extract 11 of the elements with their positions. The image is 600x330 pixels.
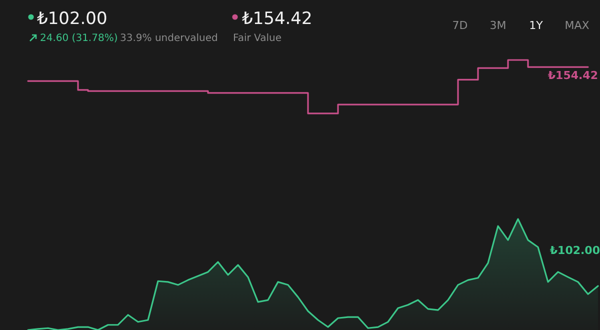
text: 33.9% undervalued [120, 33, 218, 44]
text: 3M [490, 19, 506, 32]
text: Fair Value [233, 33, 282, 44]
text: 24.60 (31.78%) [40, 33, 118, 44]
text: 7D [452, 19, 468, 32]
text: ₺102.00 [37, 9, 108, 29]
annotation: ₺154.42 [548, 69, 598, 82]
text: MAX [564, 19, 590, 32]
text: 1Y [529, 19, 544, 32]
annotation: ₺102.00 [550, 244, 600, 257]
text: ₺154.42 [242, 9, 312, 29]
